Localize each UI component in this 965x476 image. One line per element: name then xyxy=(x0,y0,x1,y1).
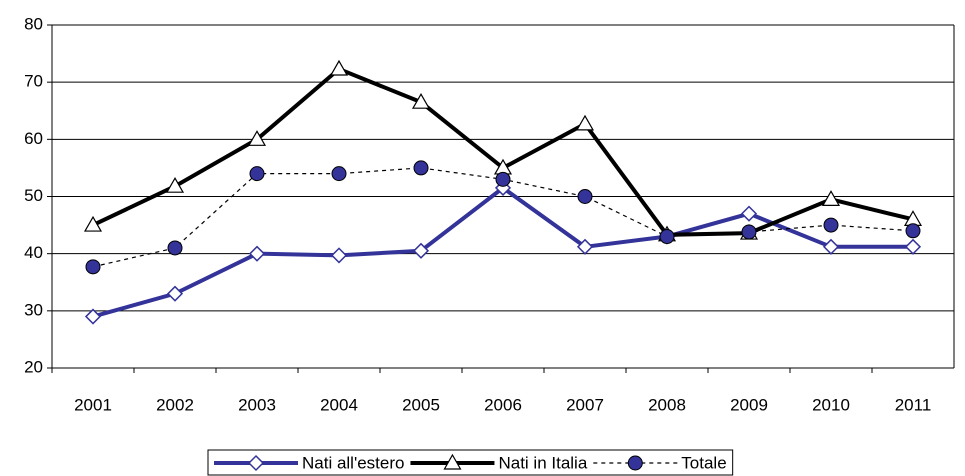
legend-label: Nati in Italia xyxy=(498,453,587,472)
marker xyxy=(577,189,593,204)
marker xyxy=(412,242,430,259)
marker xyxy=(249,166,265,182)
marker xyxy=(495,171,511,187)
marker xyxy=(821,190,841,206)
series-line xyxy=(92,185,913,319)
y-tick-label: 80 xyxy=(24,14,43,33)
y-tick-label: 70 xyxy=(24,72,43,91)
marker xyxy=(411,92,431,109)
marker xyxy=(329,59,349,76)
marker xyxy=(247,454,265,472)
marker xyxy=(740,205,758,222)
marker xyxy=(823,217,839,233)
marker xyxy=(83,215,103,232)
marker xyxy=(84,308,102,325)
marker xyxy=(167,240,183,256)
x-tick-label: 2004 xyxy=(320,395,358,414)
marker xyxy=(822,238,840,255)
y-tick-label: 30 xyxy=(24,300,43,319)
marker xyxy=(166,285,184,302)
marker xyxy=(741,224,757,240)
y-tick-label: 40 xyxy=(24,243,43,262)
marker xyxy=(627,455,643,471)
x-tick-label: 2003 xyxy=(238,395,276,414)
marker xyxy=(905,223,921,239)
x-tick-label: 2008 xyxy=(648,395,686,414)
legend: Nati all'estero Nati in Italia Totale xyxy=(207,449,734,476)
x-tick-label: 2007 xyxy=(566,395,604,414)
y-tick-label: 50 xyxy=(24,186,43,205)
x-tick-label: 2011 xyxy=(895,395,932,414)
marker xyxy=(413,160,429,176)
legend-label: Nati all'estero xyxy=(302,453,404,472)
marker xyxy=(575,114,595,131)
x-tick-label: 2005 xyxy=(402,395,440,414)
marker xyxy=(165,177,185,193)
marker xyxy=(904,238,922,255)
marker xyxy=(248,245,266,262)
x-tick-label: 2009 xyxy=(730,395,768,414)
series-line xyxy=(92,66,914,237)
marker xyxy=(330,247,348,264)
legend-label: Totale xyxy=(681,453,726,472)
y-tick-label: 20 xyxy=(24,357,43,376)
x-tick-label: 2010 xyxy=(812,395,850,414)
marker xyxy=(659,229,675,245)
marker xyxy=(331,166,347,182)
marker xyxy=(576,238,594,255)
x-tick-label: 2002 xyxy=(156,395,194,414)
x-tick-label: 2006 xyxy=(484,395,522,414)
marker xyxy=(85,259,101,275)
marker xyxy=(443,453,462,470)
x-tick-label: 2001 xyxy=(74,395,112,414)
y-tick-label: 60 xyxy=(24,129,43,148)
marker xyxy=(247,130,267,146)
